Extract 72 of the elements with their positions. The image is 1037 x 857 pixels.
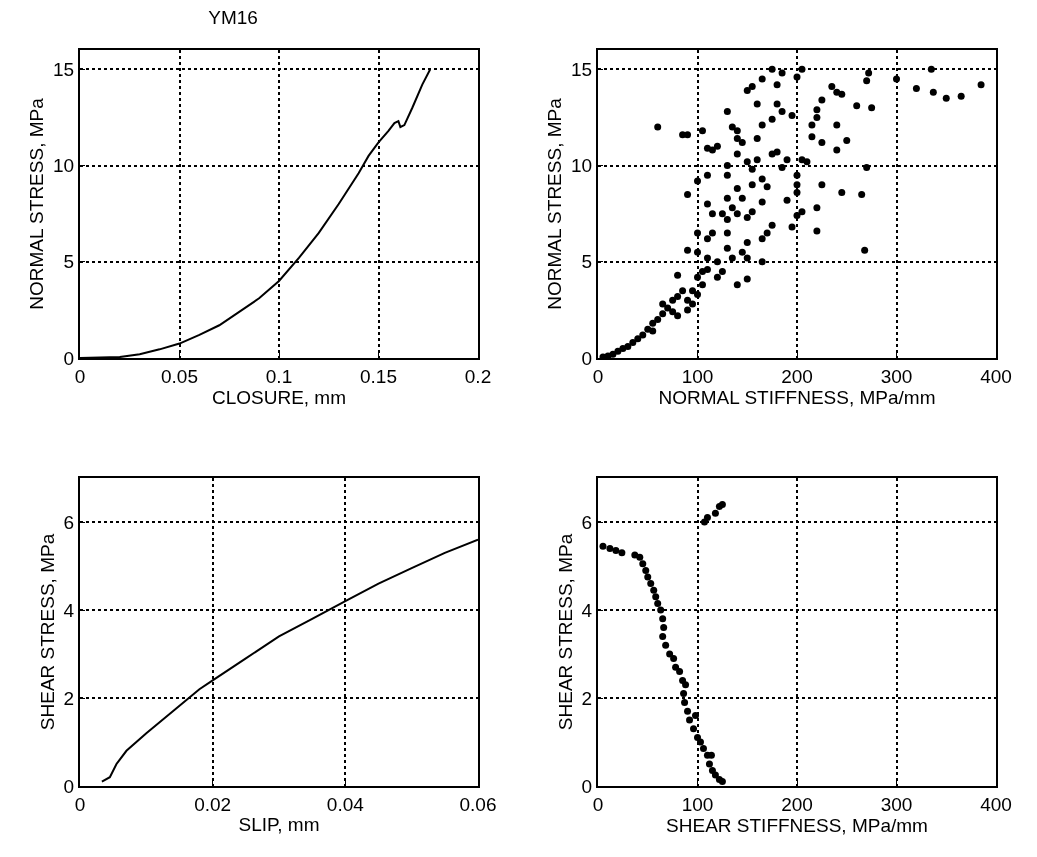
y-axis-title: SHEAR STRESS, MPa (554, 533, 576, 731)
point (703, 514, 711, 522)
y-axis-title: SHEAR STRESS, MPa (36, 533, 58, 731)
point (690, 725, 698, 733)
point (650, 586, 658, 594)
x-tick-label: 300 (880, 793, 913, 815)
point (659, 632, 667, 640)
point (660, 624, 668, 632)
y-tick-label: 10 (571, 155, 593, 177)
point (686, 716, 694, 724)
x-tick-label: 200 (781, 793, 813, 815)
point (711, 509, 719, 517)
y-tick-label: 5 (581, 251, 593, 273)
y-tick-label: 4 (63, 599, 75, 621)
point (692, 712, 700, 720)
y-tick-label: 5 (63, 251, 75, 273)
chart-title: YM16 (208, 7, 258, 28)
y-axis-title: NORMAL STRESS, MPa (544, 97, 566, 310)
point (644, 573, 652, 581)
point (681, 698, 689, 706)
point (599, 542, 607, 550)
point (696, 738, 704, 746)
y-tick-label: 10 (53, 155, 75, 177)
x-tick-label: 0.05 (161, 365, 198, 387)
y-axis-title: NORMAL STRESS, MPa (26, 97, 48, 310)
x-tick-label: 400 (980, 365, 1012, 387)
y-tick-label: 0 (63, 775, 75, 797)
x-tick-label: 0.06 (459, 793, 497, 815)
point (606, 544, 614, 552)
point (642, 566, 650, 574)
point (654, 599, 662, 607)
x-tick-label: 200 (781, 365, 813, 387)
y-tick-label: 6 (63, 511, 75, 533)
point (657, 606, 665, 614)
point (659, 615, 667, 623)
point (680, 690, 688, 698)
x-tick-label: 0.1 (265, 365, 293, 387)
x-tick-label: 300 (880, 365, 913, 387)
x-tick-label: 400 (980, 793, 1012, 815)
x-tick-label: 0.02 (194, 793, 232, 815)
y-tick-label: 2 (581, 687, 593, 709)
y-tick-label: 15 (53, 58, 75, 80)
point (672, 663, 680, 671)
x-axis-title: SHEAR STIFFNESS, MPa/mm (666, 814, 928, 836)
point (662, 641, 670, 649)
y-tick-label: 15 (571, 58, 593, 80)
point (699, 745, 707, 753)
x-tick-label: 0.15 (360, 365, 397, 387)
point (676, 668, 684, 676)
y-tick-label: 4 (581, 599, 593, 621)
y-tick-label: 0 (63, 347, 75, 369)
x-tick-label: 100 (681, 365, 714, 387)
y-tick-label: 2 (63, 687, 75, 709)
x-tick-label: 100 (681, 793, 714, 815)
x-tick-label: 0.2 (464, 365, 492, 387)
point (705, 760, 713, 768)
x-tick-label: 0.04 (326, 793, 365, 815)
x-axis-title: SLIP, mm (238, 814, 320, 836)
point (647, 580, 655, 588)
point (682, 681, 690, 689)
y-tick-label: 6 (581, 511, 593, 533)
x-axis-title: CLOSURE, mm (211, 386, 347, 408)
y-tick-label: 0 (581, 347, 593, 369)
point (652, 593, 660, 601)
point (684, 707, 692, 715)
x-axis-title: NORMAL STIFFNESS, MPa/mm (658, 386, 936, 408)
point (639, 560, 647, 568)
point (618, 549, 626, 557)
point (612, 547, 620, 555)
y-tick-label: 0 (581, 775, 593, 797)
point (670, 654, 678, 662)
point (636, 553, 644, 561)
